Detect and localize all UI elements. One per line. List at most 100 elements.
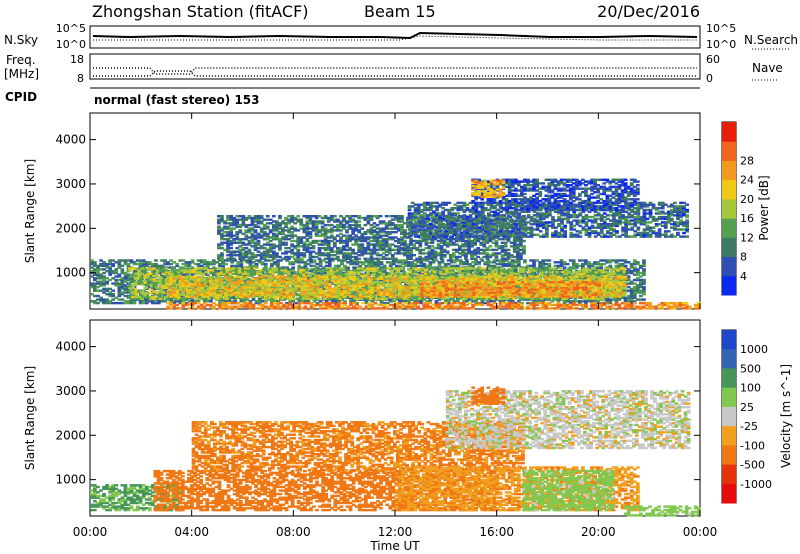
- heatmap-cell: [549, 270, 553, 274]
- heatmap-cell: [209, 284, 213, 287]
- heatmap-cell: [504, 262, 509, 266]
- heatmap-cell: [173, 283, 178, 286]
- heatmap-cell: [294, 282, 299, 286]
- heatmap-cell: [556, 261, 561, 264]
- heatmap-cell: [376, 262, 381, 266]
- heatmap-cell: [247, 288, 251, 291]
- heatmap-cell: [564, 269, 568, 272]
- heatmap-cell: [180, 269, 184, 272]
- heatmap-cell: [163, 300, 167, 303]
- heatmap-cell: [472, 267, 477, 270]
- heatmap-cell: [568, 259, 573, 262]
- heatmap-cell: [370, 261, 375, 264]
- heatmap-cell: [158, 297, 163, 300]
- heatmap-cell: [251, 286, 256, 289]
- heatmap-cell: [224, 295, 228, 298]
- heatmap-cell: [111, 262, 115, 266]
- heatmap-cell: [164, 295, 169, 299]
- heatmap-cell: [149, 288, 154, 291]
- heatmap-cell: [372, 269, 376, 272]
- heatmap-cell: [523, 261, 527, 264]
- heatmap-cell: [157, 300, 161, 303]
- heatmap-cell: [239, 277, 244, 280]
- heatmap-cell: [491, 297, 495, 300]
- heatmap-cell: [302, 269, 306, 272]
- heatmap-cell: [190, 261, 195, 264]
- heatmap-cell: [152, 283, 157, 286]
- heatmap-cell: [141, 261, 146, 264]
- heatmap-cell: [302, 272, 306, 275]
- heatmap-cell: [314, 270, 318, 274]
- heatmap-cell: [337, 300, 341, 303]
- heatmap-cell: [138, 300, 143, 303]
- heatmap-cell: [189, 270, 193, 274]
- heatmap-cell: [588, 297, 593, 300]
- heatmap-cell: [636, 262, 640, 266]
- heatmap-cell: [270, 259, 274, 262]
- heatmap-cell: [222, 272, 227, 275]
- heatmap-cell: [273, 262, 277, 266]
- heatmap-cell: [349, 261, 353, 264]
- heatmap-cell: [186, 274, 190, 277]
- heatmap-cell: [149, 285, 154, 288]
- heatmap-cell: [581, 262, 585, 266]
- heatmap-cell: [597, 278, 602, 281]
- heatmap-cell: [610, 270, 614, 274]
- freq-panel: [89, 53, 701, 80]
- heatmap-cell: [324, 261, 329, 264]
- heatmap-cell: [381, 295, 385, 299]
- heatmap-cell: [265, 270, 270, 274]
- heatmap-cell: [605, 261, 610, 264]
- heatmap-cell: [314, 297, 318, 300]
- heatmap-cell: [509, 267, 514, 270]
- heatmap-cell: [542, 274, 547, 277]
- heatmap-cell: [636, 271, 640, 275]
- heatmap-cell: [93, 268, 97, 271]
- heatmap-cell: [265, 297, 270, 300]
- heatmap-cell: [280, 269, 285, 272]
- heatmap-cell: [642, 278, 646, 282]
- heatmap-cell: [361, 261, 366, 264]
- heatmap-cell: [175, 289, 180, 293]
- heatmap-cell: [241, 274, 245, 277]
- heatmap-cell: [492, 264, 497, 268]
- heatmap-cell: [338, 274, 343, 277]
- heatmap-cell: [492, 261, 497, 264]
- heatmap-cell: [146, 272, 151, 275]
- heatmap-cell: [396, 272, 401, 275]
- heatmap-cell: [202, 259, 207, 262]
- heatmap-cell: [215, 293, 219, 296]
- heatmap-cell: [585, 267, 590, 270]
- heatmap-cell: [405, 274, 410, 277]
- heatmap-cell: [408, 270, 413, 274]
- heatmap-cell: [93, 270, 97, 273]
- heatmap-cell: [532, 300, 536, 303]
- heatmap-cell: [642, 287, 646, 291]
- heatmap-cell: [158, 276, 163, 279]
- heatmap-cell: [559, 261, 564, 264]
- heatmap-cell: [341, 274, 346, 277]
- heatmap-cell: [616, 274, 620, 277]
- heatmap-cell: [111, 298, 115, 301]
- heatmap-cell: [254, 259, 259, 262]
- heatmap-cell: [128, 286, 132, 290]
- heatmap-cell: [488, 272, 492, 275]
- heatmap-cell: [271, 269, 276, 272]
- heatmap-cell: [385, 301, 390, 305]
- heatmap-cell: [266, 293, 271, 296]
- heatmap-cell: [268, 267, 273, 270]
- heatmap-cell: [158, 292, 163, 295]
- heatmap-cell: [108, 262, 112, 266]
- heatmap-cell: [143, 279, 148, 283]
- heatmap-cell: [199, 261, 204, 264]
- heatmap-cell: [233, 264, 238, 268]
- heatmap-cell: [305, 272, 309, 275]
- heatmap-cell: [209, 261, 213, 264]
- heatmap-cell: [259, 269, 263, 272]
- heatmap-cell: [632, 273, 637, 276]
- heatmap-cell: [216, 272, 221, 275]
- heatmap-cell: [215, 270, 219, 273]
- heatmap-cell: [414, 267, 419, 270]
- heatmap-cell: [158, 279, 163, 283]
- heatmap-cell: [544, 278, 549, 282]
